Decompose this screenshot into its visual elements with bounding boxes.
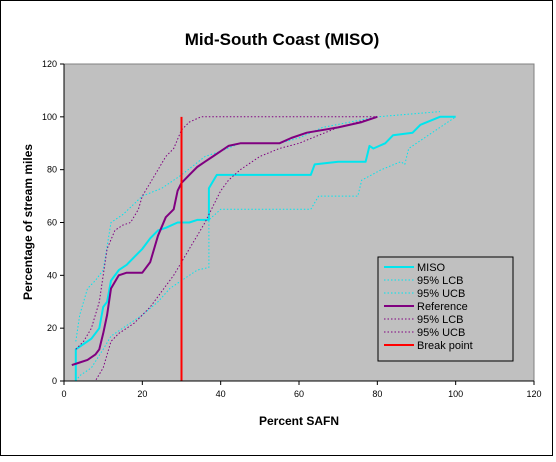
y-axis-label: Percentage of stream miles xyxy=(21,144,35,300)
legend-label-2: 95% UCB xyxy=(417,288,465,300)
y-tick-label: 0 xyxy=(52,376,57,386)
series-line-2 xyxy=(75,111,441,342)
chart-title: Mid-South Coast (MISO) xyxy=(185,30,380,49)
legend-label-3: Reference xyxy=(417,301,468,313)
legend-label-4: 95% LCB xyxy=(417,314,463,326)
x-axis-label: Percent SAFN xyxy=(259,414,339,428)
legend-box xyxy=(377,256,514,362)
series-layer xyxy=(71,111,456,382)
series-line-4 xyxy=(75,116,378,382)
x-tick-label: 40 xyxy=(216,389,226,399)
x-tick-label: 100 xyxy=(448,389,463,399)
legend-label-0: MISO xyxy=(417,262,446,274)
y-tick-label: 40 xyxy=(47,270,57,280)
x-tick-label: 20 xyxy=(137,389,147,399)
x-tick-label: 120 xyxy=(526,389,541,399)
y-tick-label: 120 xyxy=(42,59,57,69)
x-tick-label: 80 xyxy=(372,389,382,399)
series-line-0 xyxy=(74,115,456,381)
series-line-5 xyxy=(75,116,378,350)
y-tick-label: 80 xyxy=(47,165,57,175)
axes-layer: 0 20 40 60 80 100 120 0 20 40 60 80 100 120 xyxy=(42,59,542,399)
legend-label-1: 95% LCB xyxy=(417,275,463,287)
y-tick-label: 60 xyxy=(47,218,57,228)
legend-label-6: Break point xyxy=(417,340,473,352)
y-tick-label: 100 xyxy=(42,112,57,122)
legend-label-5: 95% UCB xyxy=(417,327,465,339)
y-tick-label: 20 xyxy=(47,323,57,333)
series-line-3 xyxy=(71,115,378,367)
x-tick-label: 0 xyxy=(61,389,66,399)
x-tick-label: 60 xyxy=(294,389,304,399)
